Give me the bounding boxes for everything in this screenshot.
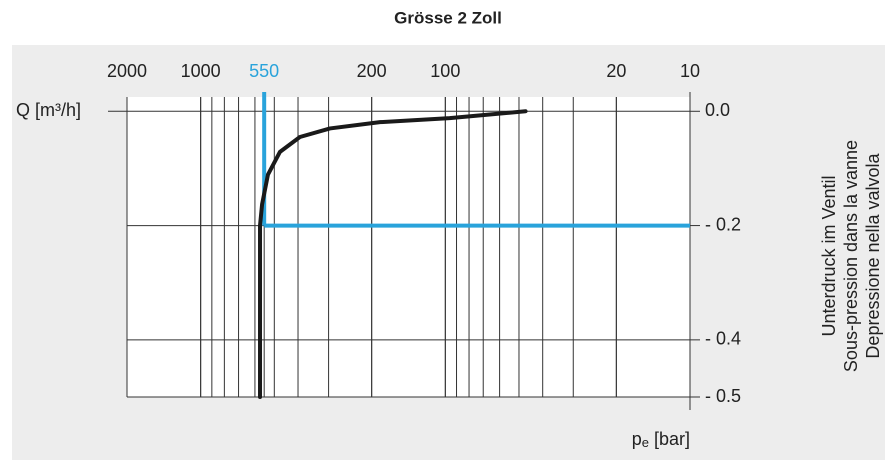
plot-area xyxy=(127,97,690,397)
x-label-unit: [bar] xyxy=(654,429,690,449)
curve xyxy=(258,109,528,399)
y-axis-label: Q [m³/h] xyxy=(16,100,81,120)
x-tick-label: 1000 xyxy=(181,61,221,81)
side-label: Depressione nella valvola xyxy=(863,152,883,358)
x-tick-label: 100 xyxy=(430,61,460,81)
x-tick-label: 20 xyxy=(606,61,626,81)
x-tick-label: 200 xyxy=(357,61,387,81)
chart-title: Grösse 2 Zoll xyxy=(394,8,502,27)
y-tick-label: - 0.4 xyxy=(705,329,741,349)
x-axis-label: pe [bar] xyxy=(632,429,690,451)
y-tick-label: - 0.2 xyxy=(705,214,741,234)
x-label-base: p xyxy=(632,429,642,449)
side-label: Unterdruck im Ventil xyxy=(819,175,839,336)
x-tick-label: 550 xyxy=(249,61,279,81)
x-tick-label: 10 xyxy=(680,61,700,81)
x-label-sub: e xyxy=(642,435,649,450)
x-tick-label: 2000 xyxy=(107,61,147,81)
y-tick-label: - 0.5 xyxy=(705,386,741,406)
y-tick-label: 0.0 xyxy=(705,100,730,120)
side-label: Sous-pression dans la vanne xyxy=(841,140,861,372)
